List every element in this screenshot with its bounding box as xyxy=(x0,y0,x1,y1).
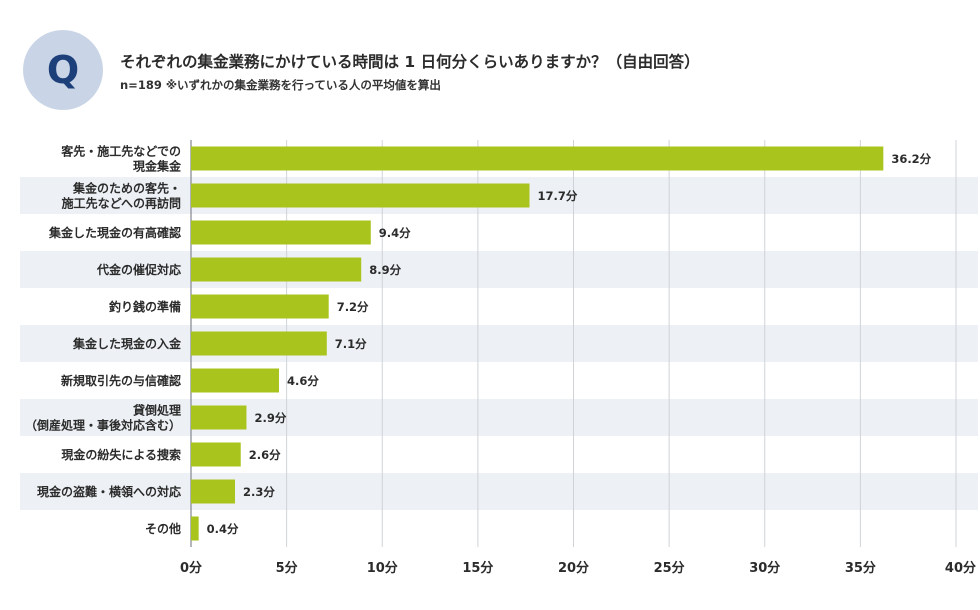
row-stripe xyxy=(20,251,978,288)
category-label: 現金集金 xyxy=(133,159,182,174)
x-tick-label: 20分 xyxy=(558,560,589,576)
x-tick-label: 10分 xyxy=(367,560,398,576)
bar xyxy=(191,516,199,541)
category-label: 集金した現金の入金 xyxy=(72,336,182,351)
bar xyxy=(191,294,329,319)
row-stripe xyxy=(20,325,978,362)
x-tick-label: 30分 xyxy=(749,560,780,576)
category-label: 現金の盗難・横領への対応 xyxy=(37,484,181,499)
category-label: 集金した現金の有高確認 xyxy=(48,225,181,240)
bar xyxy=(191,368,279,393)
question-letter: Q xyxy=(46,48,80,92)
row-stripe xyxy=(20,473,978,510)
category-label: 客先・施工先などでの xyxy=(60,144,181,159)
data-label: 8.9分 xyxy=(369,263,401,277)
category-label: 貸倒処理 xyxy=(133,403,181,418)
x-tick-label: 15分 xyxy=(462,560,493,576)
category-label: 現金の紛失による捜索 xyxy=(61,447,181,462)
bar xyxy=(191,442,241,467)
category-label: （倒産処理・事後対応含む） xyxy=(25,418,181,433)
category-label: 集金のための客先・ xyxy=(72,181,181,196)
question-badge: Q xyxy=(23,30,103,110)
data-label: 9.4分 xyxy=(379,226,411,240)
bar xyxy=(191,331,327,356)
chart-title: それぞれの集金業務にかけている時間は 1 日何分くらいありますか？（自由回答） xyxy=(120,53,700,71)
category-label: その他 xyxy=(145,521,181,536)
bar xyxy=(191,405,247,430)
chart-subtitle: n=189 ※いずれかの集金業務を行っている人の平均値を算出 xyxy=(120,78,441,92)
bar xyxy=(191,183,530,208)
x-tick-label: 35分 xyxy=(845,560,876,576)
data-label: 7.2分 xyxy=(337,300,369,314)
bar xyxy=(191,220,371,245)
data-label: 2.6分 xyxy=(249,448,281,462)
data-label: 0.4分 xyxy=(207,522,239,536)
data-label: 17.7分 xyxy=(538,189,578,203)
x-tick-label: 40分 xyxy=(945,560,976,576)
bar xyxy=(191,257,362,282)
row-stripe xyxy=(20,399,978,436)
category-label: 釣り銭の準備 xyxy=(109,299,181,314)
bar xyxy=(191,479,235,504)
x-tick-label: 5分 xyxy=(276,560,298,576)
x-tick-label: 25分 xyxy=(654,560,685,576)
x-tick-label: 0分 xyxy=(180,560,202,576)
category-label: 施工先などへの再訪問 xyxy=(62,196,181,211)
data-label: 2.9分 xyxy=(254,411,286,425)
data-label: 36.2分 xyxy=(891,152,931,166)
bar xyxy=(191,146,884,171)
data-label: 4.6分 xyxy=(287,374,319,388)
category-label: 新規取引先の与信確認 xyxy=(61,373,181,388)
data-label: 7.1分 xyxy=(335,337,367,351)
category-label: 代金の催促対応 xyxy=(96,262,181,277)
data-label: 2.3分 xyxy=(243,485,275,499)
